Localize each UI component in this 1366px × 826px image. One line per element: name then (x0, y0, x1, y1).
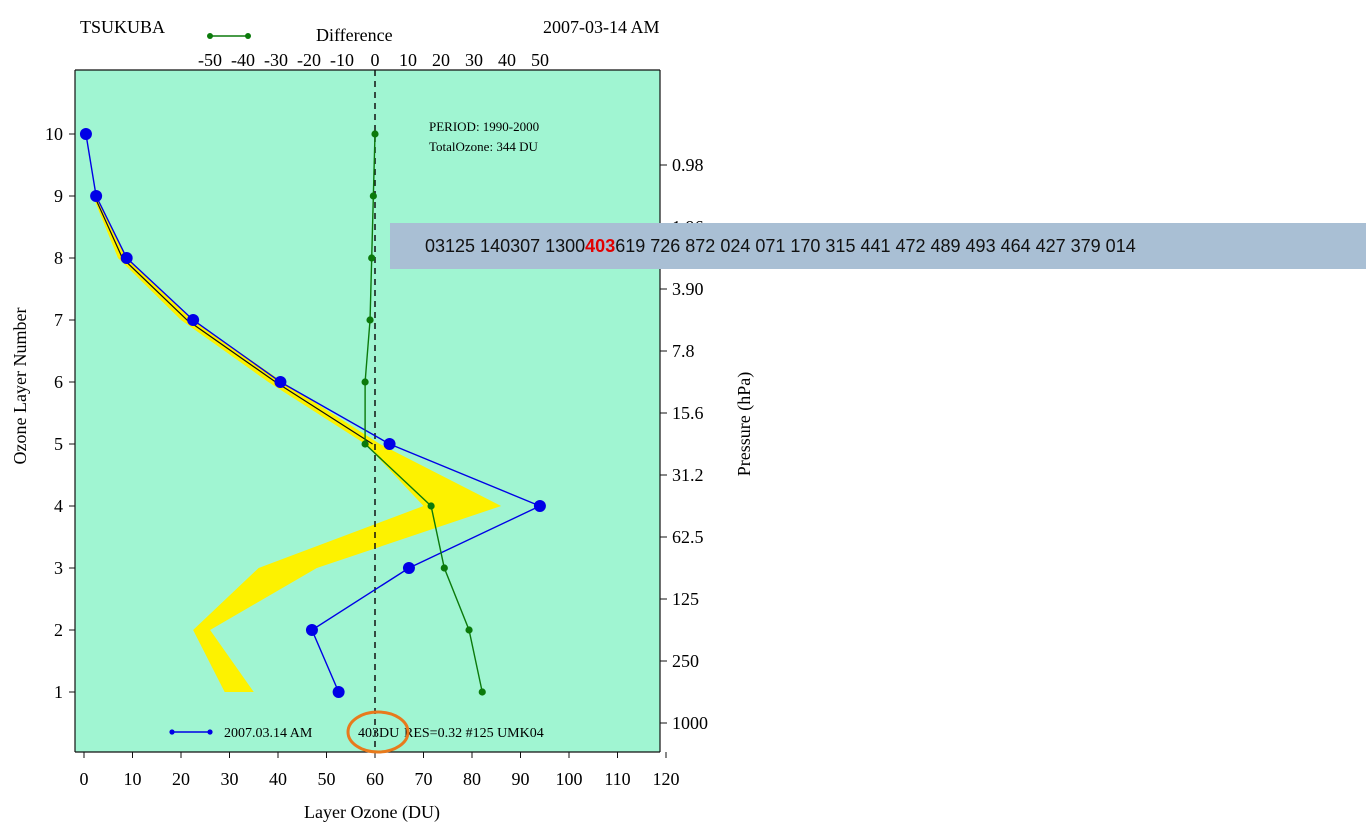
difference-legend-marker-left (207, 33, 213, 39)
y-tick-label: 3 (54, 558, 63, 578)
x-tick-label: 110 (604, 769, 630, 789)
pressure-tick-label: 250 (672, 651, 699, 671)
difference-tick-label: 30 (465, 50, 483, 70)
profile-point (332, 686, 345, 698)
difference-tick-label: 50 (531, 50, 549, 70)
pressure-tick-label: 125 (672, 589, 699, 609)
difference-tick-label: 0 (371, 50, 380, 70)
difference-line (364, 133, 483, 693)
difference-tick-label: -20 (297, 50, 321, 70)
axes-group: 0 10 20 30 40 50 60 70 80 90 100 110 12012345678910-… (45, 50, 708, 789)
profile-point (383, 438, 396, 450)
difference-point (440, 564, 448, 572)
x-tick-label: 10 (124, 769, 142, 789)
profile-legend-marker-right (207, 729, 213, 735)
x-tick-label: 50 (318, 769, 336, 789)
x-tick-label: 100 (556, 769, 583, 789)
profile-point (187, 314, 200, 326)
y-axis-title: Ozone Layer Number (10, 308, 30, 465)
profile-point (79, 128, 92, 140)
difference-legend-marker-right (245, 33, 251, 39)
difference-tick-label: -50 (198, 50, 222, 70)
difference-point (478, 688, 486, 696)
pressure-tick-label: 7.8 (672, 341, 695, 361)
banner-highlight-value: 403 (585, 235, 616, 256)
profile-point (533, 500, 546, 512)
x-tick-label: 80 (463, 769, 481, 789)
pressure-tick-label: 15.6 (672, 403, 704, 423)
data-string-banner: 03125 140307 1300 403 619 726 872 024 071… (390, 223, 1366, 269)
series-group (79, 128, 546, 698)
profile-legend-marker-left (169, 729, 175, 735)
difference-tick-label: -40 (231, 50, 255, 70)
difference-point (465, 626, 473, 634)
difference-tick-label: 40 (498, 50, 516, 70)
x-tick-label: 90 (512, 769, 530, 789)
difference-point (369, 192, 377, 200)
x-tick-label: 20 (172, 769, 190, 789)
difference-point (371, 130, 379, 138)
y-tick-label: 4 (54, 496, 63, 516)
period-annotation: PERIOD: 1990-2000 (429, 119, 539, 134)
y-tick-label: 1 (54, 682, 63, 702)
y-tick-label: 7 (54, 310, 63, 330)
y-tick-label: 8 (54, 248, 63, 268)
y-tick-label: 6 (54, 372, 63, 392)
difference-point (366, 316, 374, 324)
profile-point (305, 624, 318, 636)
pressure-tick-label: 1000 (672, 713, 708, 733)
difference-tick-label: 10 (399, 50, 417, 70)
difference-tick-label: 20 (432, 50, 450, 70)
x-tick-label: 120 (653, 769, 680, 789)
difference-tick-label: -30 (264, 50, 288, 70)
y-tick-label: 9 (54, 186, 63, 206)
total-ozone-annotation: TotalOzone: 344 DU (429, 139, 538, 154)
highlight-circle (346, 710, 410, 754)
pressure-tick-label: 3.90 (672, 279, 704, 299)
pressure-tick-label: 0.98 (672, 155, 704, 175)
plot-area (75, 70, 660, 752)
x-axis-title: Layer Ozone (DU) (304, 802, 440, 823)
difference-point (361, 378, 369, 386)
profile-point (120, 252, 133, 264)
x-tick-label: 60 (366, 769, 384, 789)
profile-legend-label: 2007.03.14 AM (224, 726, 313, 741)
climatology-mean-line (93, 195, 373, 445)
y-tick-label: 2 (54, 620, 63, 640)
profile-line (85, 133, 542, 693)
x-tick-label: 30 (221, 769, 239, 789)
profile-point (402, 562, 415, 574)
x-tick-label: 70 (415, 769, 433, 789)
date-label: 2007-03-14 AM (543, 17, 660, 37)
pressure-tick-label: 62.5 (672, 527, 704, 547)
banner-suffix: 619 726 872 024 071 170 315 441 472 489 … (615, 235, 1136, 256)
difference-point (368, 254, 376, 262)
pressure-axis-title: Pressure (hPa) (734, 372, 755, 476)
profile-point (274, 376, 287, 388)
x-tick-label: 0 (80, 769, 89, 789)
profile-point (90, 190, 103, 202)
residual-legend-label: RES=0.32 #125 UMK04 (404, 726, 544, 741)
x-tick-label: 40 (269, 769, 287, 789)
difference-point (427, 502, 435, 510)
y-tick-label: 5 (54, 434, 63, 454)
station-label: TSUKUBA (80, 17, 165, 37)
difference-tick-label: -10 (330, 50, 354, 70)
difference-point (361, 440, 369, 448)
difference-legend-label: Difference (316, 25, 393, 45)
y-tick-label: 10 (45, 124, 63, 144)
pressure-tick-label: 31.2 (672, 465, 704, 485)
total-ozone-legend-value: 403DU (358, 726, 399, 741)
banner-prefix: 03125 140307 1300 (425, 235, 586, 256)
